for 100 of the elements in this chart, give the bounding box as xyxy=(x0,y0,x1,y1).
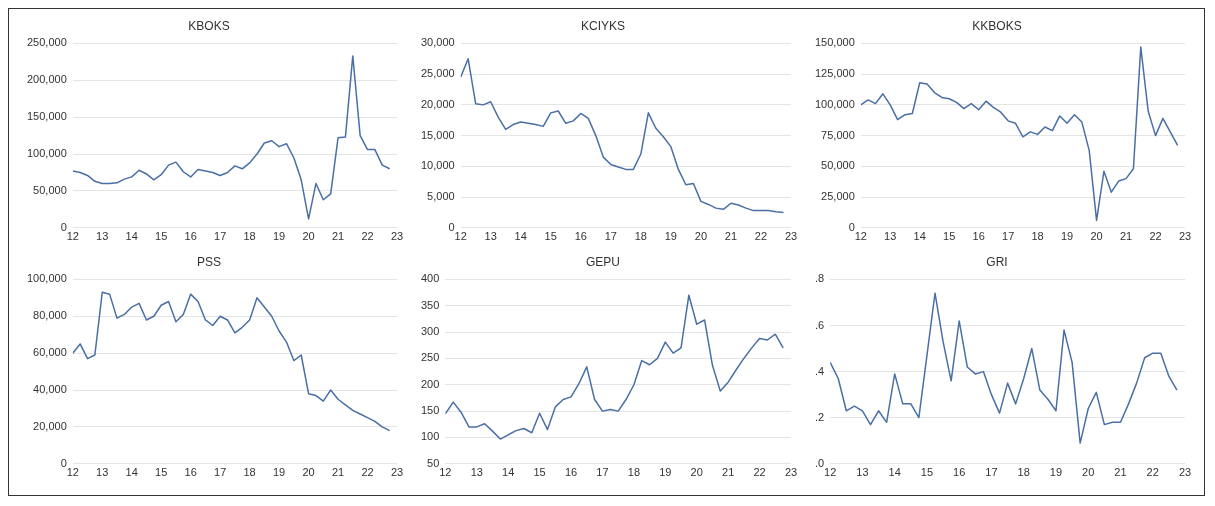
x-tick-label: 21 xyxy=(1119,230,1133,243)
x-tick-label: 22 xyxy=(1146,466,1159,479)
x-tick-label: 14 xyxy=(502,466,515,479)
x-tick-label: 22 xyxy=(754,230,768,243)
x-tick-label: 18 xyxy=(243,466,256,479)
x-tick-label: 23 xyxy=(390,230,404,243)
x-tick-label: 23 xyxy=(784,466,798,479)
x-tick-label: 22 xyxy=(753,466,766,479)
y-tick-label: 100,000 xyxy=(815,97,855,110)
y-tick-label: 150,000 xyxy=(815,36,855,49)
x-tick-label: 14 xyxy=(125,230,138,243)
y-tick-label: 250,000 xyxy=(27,36,67,49)
y-tick-label: .2 xyxy=(814,410,825,423)
x-tick-label: 14 xyxy=(125,466,138,479)
x-tick-label: 21 xyxy=(331,230,345,243)
x-tick-label: 15 xyxy=(533,466,546,479)
x-tick-label: 17 xyxy=(596,466,609,479)
y-tick-label: 0 xyxy=(848,220,855,233)
x-tick-label: 19 xyxy=(1060,230,1074,243)
x-tick-label: 12 xyxy=(439,466,452,479)
x-tick-label: 22 xyxy=(361,466,374,479)
y-tick-label: 50 xyxy=(427,456,440,469)
x-tick-label: 15 xyxy=(155,230,168,243)
y-tick-label: 20,000 xyxy=(420,97,455,110)
y-tick-label: 250 xyxy=(420,351,440,364)
x-tick-label: 17 xyxy=(214,466,227,479)
x-tick-label: 23 xyxy=(1178,466,1192,479)
chart-title: KBOKS xyxy=(188,18,230,33)
x-tick-label: 19 xyxy=(272,230,286,243)
y-tick-label: 100 xyxy=(420,430,440,443)
y-tick-label: 350 xyxy=(420,298,440,311)
y-tick-label: 10,000 xyxy=(420,159,455,172)
chart-title: GEPU xyxy=(585,254,621,269)
y-tick-label: .8 xyxy=(814,272,825,285)
y-tick-label: 5,000 xyxy=(427,190,455,203)
x-tick-label: 12 xyxy=(854,230,867,243)
x-tick-label: 19 xyxy=(272,466,286,479)
y-tick-label: .0 xyxy=(814,456,825,469)
y-tick-label: 25,000 xyxy=(420,67,455,80)
x-tick-label: 14 xyxy=(514,230,527,243)
x-tick-label: 13 xyxy=(470,466,483,479)
x-tick-label: 22 xyxy=(361,230,374,243)
x-tick-label: 13 xyxy=(856,466,869,479)
x-tick-label: 15 xyxy=(943,230,956,243)
x-tick-label: 15 xyxy=(155,466,168,479)
y-tick-label: 300 xyxy=(420,325,440,338)
x-tick-label: 12 xyxy=(454,230,467,243)
y-tick-label: .6 xyxy=(814,318,825,331)
x-tick-label: 17 xyxy=(1002,230,1015,243)
y-tick-label: 150,000 xyxy=(27,110,67,123)
x-tick-label: 21 xyxy=(1114,466,1127,479)
x-tick-label: 20 xyxy=(1082,466,1095,479)
x-tick-label: 19 xyxy=(664,230,677,243)
x-tick-label: 13 xyxy=(884,230,897,243)
y-tick-label: 100,000 xyxy=(27,272,67,285)
x-tick-label: 15 xyxy=(920,466,934,479)
x-tick-label: 14 xyxy=(888,466,901,479)
x-tick-label: 23 xyxy=(1178,230,1192,243)
x-tick-label: 14 xyxy=(913,230,926,243)
x-tick-label: 18 xyxy=(243,230,256,243)
y-tick-label: 200,000 xyxy=(27,73,67,86)
x-tick-label: 16 xyxy=(184,466,197,479)
x-tick-label: 20 xyxy=(690,466,703,479)
x-tick-label: 16 xyxy=(184,230,197,243)
x-tick-label: 16 xyxy=(953,466,966,479)
x-tick-label: 16 xyxy=(564,466,578,479)
x-tick-label: 13 xyxy=(484,230,497,243)
x-tick-label: 12 xyxy=(824,466,837,479)
y-tick-label: 150 xyxy=(420,404,440,417)
y-tick-label: 50,000 xyxy=(33,183,67,196)
x-tick-label: 18 xyxy=(1017,466,1030,479)
y-tick-label: 60,000 xyxy=(33,346,67,359)
y-tick-label: 20,000 xyxy=(33,419,67,432)
x-tick-label: 18 xyxy=(1031,230,1044,243)
chart-title: GRI xyxy=(986,254,1008,269)
x-tick-label: 18 xyxy=(634,230,647,243)
x-tick-label: 21 xyxy=(331,466,345,479)
y-tick-label: 200 xyxy=(420,377,440,390)
x-tick-label: 19 xyxy=(1049,466,1063,479)
x-tick-label: 19 xyxy=(659,466,672,479)
x-tick-label: 22 xyxy=(1149,230,1162,243)
x-tick-label: 21 xyxy=(724,230,738,243)
y-tick-label: 50,000 xyxy=(821,159,855,172)
y-tick-label: 30,000 xyxy=(420,36,455,49)
y-tick-label: 40,000 xyxy=(33,383,67,396)
y-tick-label: 0 xyxy=(60,220,67,233)
y-tick-label: 75,000 xyxy=(821,128,855,141)
x-tick-label: 20 xyxy=(1090,230,1103,243)
x-tick-label: 13 xyxy=(96,230,109,243)
y-tick-label: 80,000 xyxy=(33,309,67,322)
y-tick-label: 15,000 xyxy=(420,128,455,141)
y-tick-label: 0 xyxy=(448,220,455,233)
y-tick-label: 25,000 xyxy=(821,190,855,203)
x-tick-label: 20 xyxy=(694,230,708,243)
x-tick-label: 20 xyxy=(302,466,315,479)
y-tick-label: 0 xyxy=(60,456,67,469)
x-tick-label: 12 xyxy=(66,466,79,479)
x-tick-label: 23 xyxy=(784,230,798,243)
x-tick-label: 23 xyxy=(390,466,404,479)
y-tick-label: 125,000 xyxy=(815,67,855,80)
